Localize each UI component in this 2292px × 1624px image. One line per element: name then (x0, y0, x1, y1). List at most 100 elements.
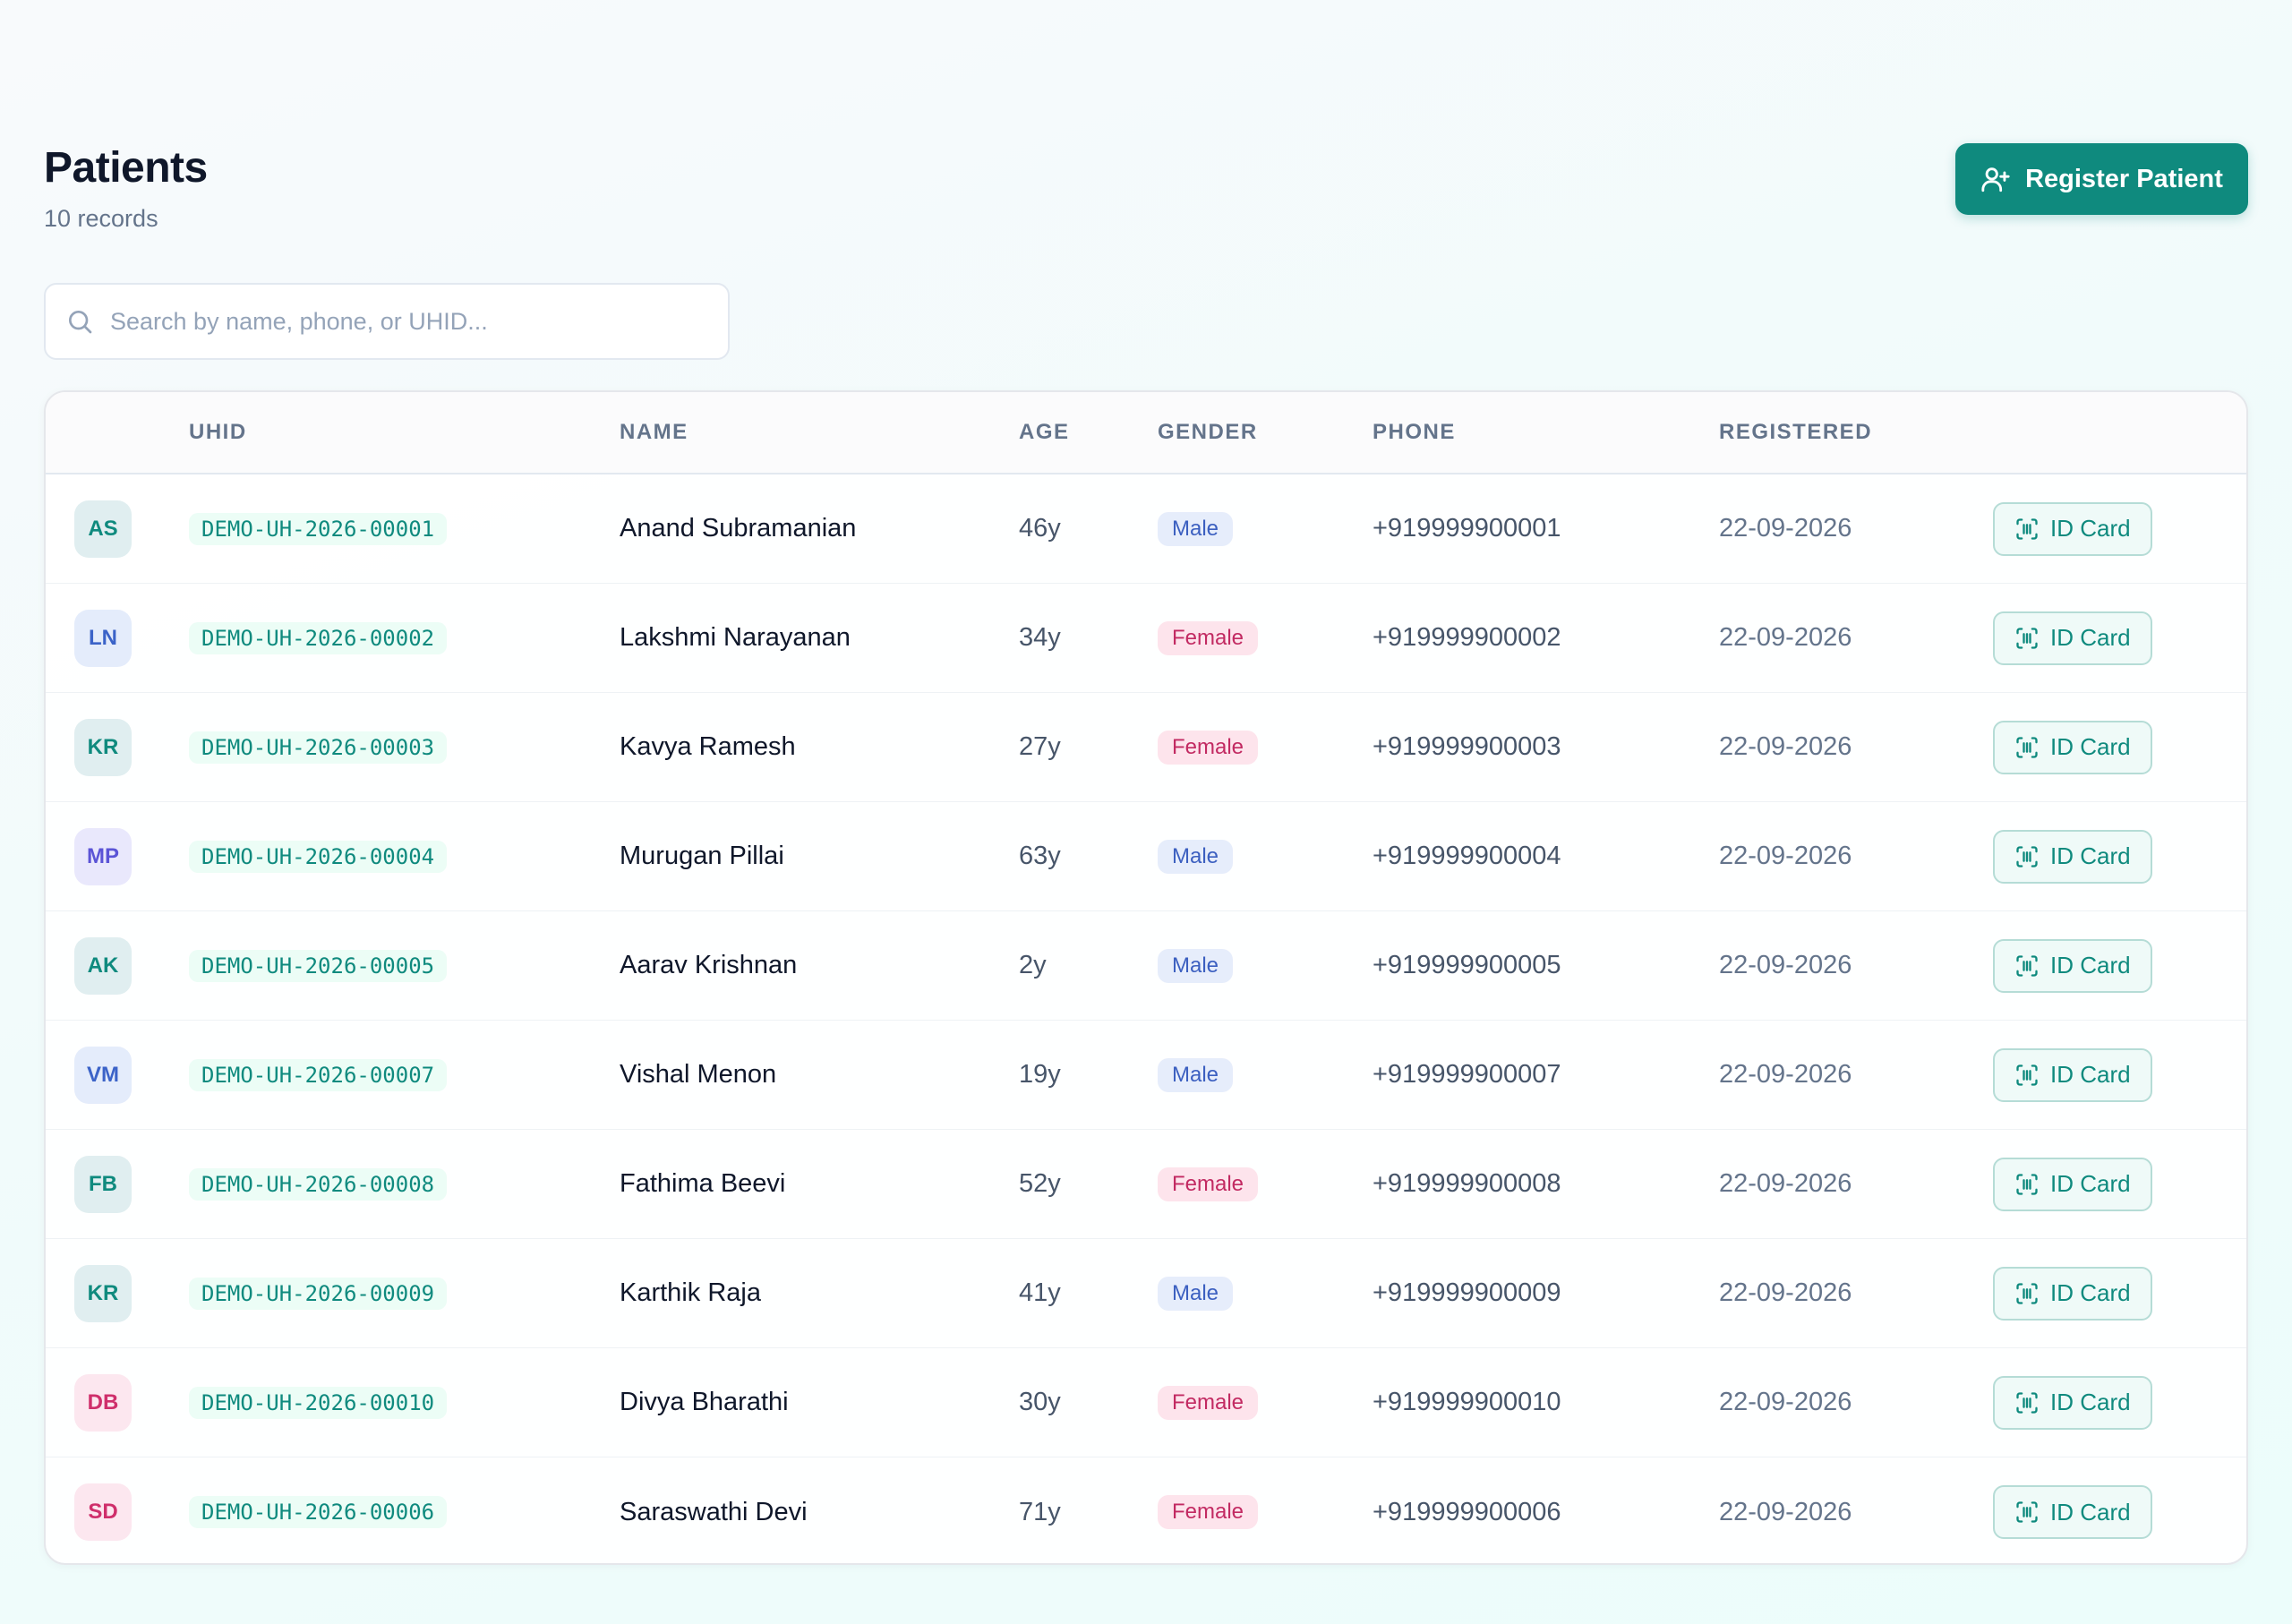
id-card-button[interactable]: ID Card (1993, 611, 2152, 665)
page-title: Patients (44, 144, 208, 192)
patient-age: 71y (1019, 1497, 1061, 1526)
gender-cell: Female (1158, 1385, 1373, 1420)
gender-badge: Female (1158, 620, 1259, 655)
uhid-chip: DEMO-UH-2026-00005 (189, 949, 448, 982)
action-cell: ID Card (1993, 829, 2246, 884)
patient-age: 46y (1019, 514, 1061, 543)
patient-age: 27y (1019, 732, 1061, 761)
id-card-button[interactable]: ID Card (1993, 938, 2152, 993)
table-row[interactable]: MP DEMO-UH-2026-00004 Murugan Pillai 63y Mal… (46, 802, 2246, 911)
gender-badge: Female (1158, 1495, 1259, 1529)
search-icon (69, 311, 92, 334)
search-input[interactable] (110, 307, 708, 336)
table-row[interactable]: LN DEMO-UH-2026-00002 Lakshmi Narayanan 34y… (46, 584, 2246, 693)
action-cell: ID Card (1993, 1157, 2246, 1211)
uhid-chip: DEMO-UH-2026-00006 (189, 1496, 448, 1528)
patient-phone: +919999900009 (1373, 1278, 1561, 1307)
id-card-button[interactable]: ID Card (1993, 720, 2152, 774)
column-header-age: AGE (1019, 420, 1070, 444)
patient-phone: +919999900002 (1373, 623, 1561, 652)
uhid-chip: DEMO-UH-2026-00002 (189, 621, 448, 654)
table-row[interactable]: KR DEMO-UH-2026-00003 Kavya Ramesh 27y Femal… (46, 693, 2246, 802)
action-cell: ID Card (1993, 720, 2246, 774)
column-header-registered: REGISTERED (1719, 420, 1873, 444)
page-header: Patients 10 records Register Patient (44, 143, 2248, 242)
gender-badge: Male (1158, 511, 1234, 546)
id-card-button[interactable]: ID Card (1993, 829, 2152, 884)
patient-age: 30y (1019, 1388, 1061, 1416)
uhid-cell: DEMO-UH-2026-00007 (189, 1058, 620, 1091)
scan-id-icon (2016, 1391, 2038, 1414)
patient-phone: +919999900010 (1373, 1388, 1561, 1416)
patient-name: Murugan Pillai (620, 842, 784, 870)
avatar-cell: LN (46, 609, 189, 667)
id-card-button[interactable]: ID Card (1993, 1485, 2152, 1539)
uhid-cell: DEMO-UH-2026-00001 (189, 512, 620, 545)
avatar-cell: AS (46, 500, 189, 558)
avatar-cell: DB (46, 1373, 189, 1432)
patient-name: Kavya Ramesh (620, 732, 796, 761)
register-patient-button[interactable]: Register Patient (1955, 143, 2248, 215)
registered-date: 22-09-2026 (1719, 732, 1852, 761)
avatar-cell: KR (46, 718, 189, 776)
gender-badge: Female (1158, 1167, 1259, 1201)
table-row[interactable]: AK DEMO-UH-2026-00005 Aarav Krishnan 2y Male… (46, 911, 2246, 1021)
id-card-button[interactable]: ID Card (1993, 501, 2152, 556)
patient-name: Lakshmi Narayanan (620, 623, 851, 652)
scan-id-icon (2016, 1501, 2038, 1523)
uhid-chip: DEMO-UH-2026-00007 (189, 1058, 448, 1091)
gender-cell: Male (1158, 1276, 1373, 1311)
scan-id-icon (2016, 627, 2038, 649)
gender-cell: Female (1158, 1167, 1373, 1201)
gender-cell: Male (1158, 948, 1373, 983)
patient-age: 63y (1019, 842, 1061, 870)
patient-phone: +919999900008 (1373, 1169, 1561, 1198)
id-card-label: ID Card (2050, 1170, 2131, 1197)
scan-id-icon (2016, 954, 2038, 977)
record-count: 10 records (44, 205, 158, 232)
uhid-chip: DEMO-UH-2026-00010 (189, 1386, 448, 1419)
id-card-button[interactable]: ID Card (1993, 1047, 2152, 1102)
action-cell: ID Card (1993, 501, 2246, 556)
user-plus-icon (1981, 167, 2010, 192)
uhid-chip: DEMO-UH-2026-00004 (189, 840, 448, 873)
patient-name: Vishal Menon (620, 1060, 777, 1089)
gender-cell: Female (1158, 1495, 1373, 1529)
uhid-chip: DEMO-UH-2026-00001 (189, 512, 448, 545)
registered-date: 22-09-2026 (1719, 1169, 1852, 1198)
id-card-button[interactable]: ID Card (1993, 1266, 2152, 1321)
register-patient-label: Register Patient (2025, 164, 2223, 193)
id-card-button[interactable]: ID Card (1993, 1157, 2152, 1211)
id-card-button[interactable]: ID Card (1993, 1375, 2152, 1430)
patient-name: Karthik Raja (620, 1278, 761, 1307)
patient-age: 52y (1019, 1169, 1061, 1198)
action-cell: ID Card (1993, 1485, 2246, 1539)
search-box[interactable] (44, 283, 730, 360)
scan-id-icon (2016, 1282, 2038, 1304)
registered-date: 22-09-2026 (1719, 1388, 1852, 1416)
scan-id-icon (2016, 736, 2038, 758)
patient-age: 41y (1019, 1278, 1061, 1307)
avatar: FB (74, 1155, 132, 1213)
table-row[interactable]: KR DEMO-UH-2026-00009 Karthik Raja 41y Male +… (46, 1239, 2246, 1348)
scan-id-icon (2016, 1064, 2038, 1086)
patient-name: Divya Bharathi (620, 1388, 789, 1416)
table-row[interactable]: FB DEMO-UH-2026-00008 Fathima Beevi 52y Fema… (46, 1130, 2246, 1239)
registered-date: 22-09-2026 (1719, 951, 1852, 979)
patient-age: 2y (1019, 951, 1047, 979)
patient-age: 34y (1019, 623, 1061, 652)
registered-date: 22-09-2026 (1719, 1497, 1852, 1526)
id-card-label: ID Card (2050, 1061, 2131, 1088)
column-header-phone: PHONE (1373, 420, 1456, 444)
table-row[interactable]: AS DEMO-UH-2026-00001 Anand Subramanian 46y… (46, 474, 2246, 584)
table-row[interactable]: SD DEMO-UH-2026-00006 Saraswathi Devi 71y Fe… (46, 1457, 2246, 1563)
uhid-cell: DEMO-UH-2026-00006 (189, 1496, 620, 1528)
registered-date: 22-09-2026 (1719, 514, 1852, 543)
avatar: MP (74, 827, 132, 885)
patient-phone: +919999900004 (1373, 842, 1561, 870)
action-cell: ID Card (1993, 611, 2246, 665)
table-row[interactable]: VM DEMO-UH-2026-00007 Vishal Menon 19y Male +… (46, 1021, 2246, 1130)
uhid-cell: DEMO-UH-2026-00010 (189, 1386, 620, 1419)
table-row[interactable]: DB DEMO-UH-2026-00010 Divya Bharathi 30y Fem… (46, 1348, 2246, 1457)
avatar: LN (74, 609, 132, 667)
